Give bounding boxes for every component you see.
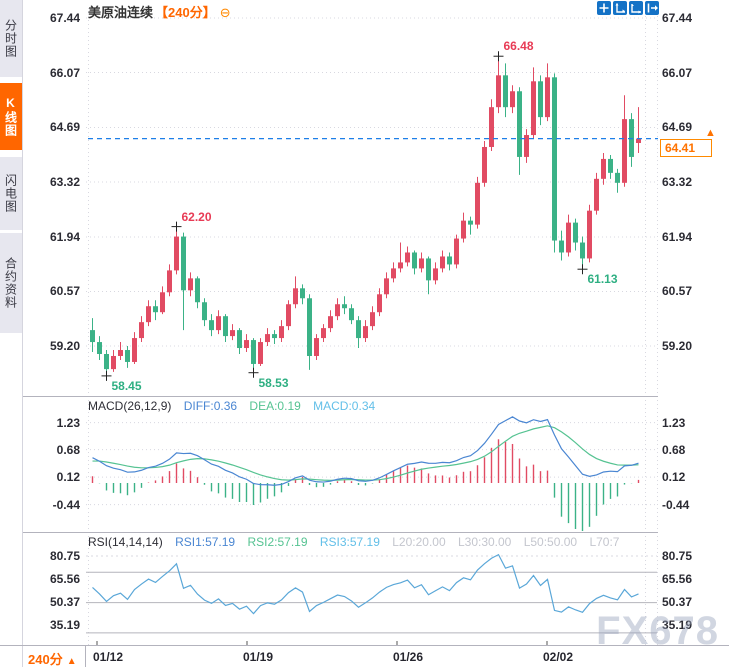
price-axis-label: 0.12 xyxy=(56,470,80,485)
price-up-arrow-icon: ▲ xyxy=(705,127,716,139)
pan-right-icon[interactable] xyxy=(645,1,659,15)
price-axis-label: 67.44 xyxy=(49,11,80,25)
price-axis-label: 80.75 xyxy=(662,549,693,563)
price-axis-label: 0.68 xyxy=(56,442,80,457)
price-annotation: 58.53 xyxy=(258,375,289,390)
collapse-icon[interactable]: ⊖ xyxy=(219,5,231,20)
date-axis-label: 01/26 xyxy=(393,650,424,664)
price-axis-label: 1.23 xyxy=(56,415,80,430)
period-label: 【240分】 xyxy=(155,5,216,20)
sidebar-tab-contract-info[interactable]: 合约资料 xyxy=(0,233,23,333)
symbol-name: 美原油连续 xyxy=(88,5,154,20)
macd-rsi-divider xyxy=(23,532,658,533)
crosshair-icon[interactable] xyxy=(597,1,611,15)
price-axis-label: 50.37 xyxy=(662,595,693,609)
price-axis-label: 50.37 xyxy=(49,595,80,609)
fit-horizontal-axis-icon[interactable] xyxy=(629,1,643,15)
date-axis-label: 01/19 xyxy=(243,650,274,664)
macd-params: MACD(26,12,9) xyxy=(88,399,172,413)
footer-left-divider xyxy=(85,646,86,667)
price-axis-label: 35.19 xyxy=(49,618,80,632)
date-axis-label: 01/12 xyxy=(93,650,124,664)
price-axis-label: -0.44 xyxy=(662,497,690,512)
date-axis-label: 02/02 xyxy=(543,650,574,664)
price-axis-label: 66.07 xyxy=(662,65,693,80)
rsi1-value: RSI1:57.19 xyxy=(175,535,236,549)
sidebar-tab-time-chart[interactable]: 分时图 xyxy=(0,0,23,77)
price-annotation: 62.20 xyxy=(181,209,212,224)
rsi-l50-value: L50:50.00 xyxy=(523,535,578,549)
price-axis-label: 80.75 xyxy=(49,549,80,563)
period-selector[interactable]: 240分 ▲ xyxy=(28,649,77,668)
rsi3-value: RSI3:57.19 xyxy=(319,535,380,549)
rsi-params: RSI(14,14,14) xyxy=(88,535,163,549)
price-axis-label: 60.57 xyxy=(662,284,693,299)
price-axis-label: 64.69 xyxy=(662,120,693,135)
sidebar-tab-kline-chart[interactable]: K线图 xyxy=(0,83,23,150)
price-axis-label: 59.20 xyxy=(49,339,80,354)
price-axis-label: 1.23 xyxy=(662,415,686,430)
rsi-l20-value: L20:20.00 xyxy=(392,535,446,549)
macd-value: MACD:0.34 xyxy=(313,399,376,413)
price-axis-label: 35.19 xyxy=(662,618,693,632)
footer-divider xyxy=(0,645,729,646)
price-axis-label: 63.32 xyxy=(49,175,80,190)
rsi-l70-value: L70:7 xyxy=(589,535,620,549)
rsi-l30-value: L30:30.00 xyxy=(457,535,512,549)
price-axis-label: 0.12 xyxy=(662,470,686,485)
price-axis-label: 64.69 xyxy=(49,120,80,135)
price-annotation: 61.13 xyxy=(587,272,618,287)
price-annotation: 58.45 xyxy=(111,378,142,393)
price-axis-label: 66.07 xyxy=(49,65,80,80)
rsi-legend: RSI(14,14,14) RSI1:57.19 RSI2:57.19 RSI3… xyxy=(88,535,656,549)
sidebar-divider xyxy=(22,0,23,667)
period-badge-label: 240分 xyxy=(28,652,63,667)
macd-dea-value: DEA:0.19 xyxy=(249,399,301,413)
fit-vertical-axis-icon[interactable] xyxy=(613,1,627,15)
price-axis-label: 65.56 xyxy=(662,572,693,586)
price-axis-label: 59.20 xyxy=(662,339,693,354)
price-axis-label: 0.68 xyxy=(662,442,686,457)
period-up-arrow-icon: ▲ xyxy=(66,656,77,667)
macd-legend: MACD(26,12,9) DIFF:0.36 DEA:0.19 MACD:0.… xyxy=(88,399,656,413)
main-macd-divider xyxy=(23,396,658,397)
sidebar-tab-flash-chart[interactable]: 闪电图 xyxy=(0,157,23,230)
current-price-tag: 64.41 xyxy=(660,139,712,157)
price-axis-label: 61.94 xyxy=(662,229,693,244)
price-axis-label: 60.57 xyxy=(49,284,80,299)
price-axis-label: 67.44 xyxy=(662,11,693,25)
price-axis-label: 65.56 xyxy=(49,572,80,586)
price-axis-label: -0.44 xyxy=(52,497,80,512)
chart-header: 美原油连续 【240分】 ⊖ xyxy=(88,2,231,21)
macd-diff-value: DIFF:0.36 xyxy=(183,399,238,413)
price-annotation: 66.48 xyxy=(503,39,534,54)
rsi2-value: RSI2:57.19 xyxy=(247,535,308,549)
price-axis-label: 63.32 xyxy=(662,175,693,190)
price-axis-label: 61.94 xyxy=(49,229,80,244)
